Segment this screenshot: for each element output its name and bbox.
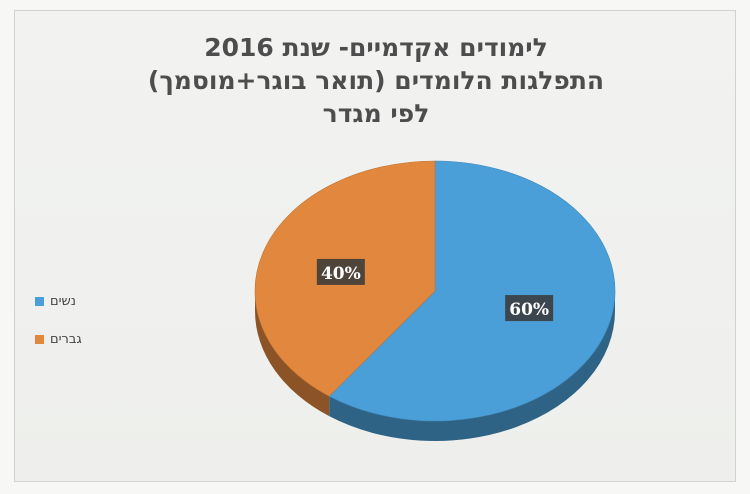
chart-title: לימודים אקדמיים- שנת 2016 התפלגות הלומדי… [15, 31, 737, 130]
data-label-box-0 [505, 295, 554, 322]
pie-slice-0 [328, 160, 616, 422]
data-label-0: 60% [505, 295, 554, 322]
legend-label-women: נשים [50, 293, 76, 309]
data-label-box-1 [316, 258, 365, 285]
chart-title-line-3: לפי מגדר [322, 99, 430, 128]
data-label-1: 40% [316, 258, 365, 285]
legend-item-men: גברים [35, 329, 82, 349]
legend: נשים גברים [35, 291, 82, 367]
chart-frame: לימודים אקדמיים- שנת 2016 התפלגות הלומדי… [14, 10, 736, 482]
legend-label-men: גברים [50, 331, 82, 347]
chart-title-line-2: התפלגות הלומדים (תואר בוגר+מוסמך) [147, 66, 605, 95]
data-label-text-0: 60% [509, 300, 549, 320]
legend-swatch-women [35, 296, 44, 306]
legend-swatch-men [35, 334, 44, 344]
pie-slice-side-1 [255, 291, 330, 417]
chart-title-line-1: לימודים אקדמיים- שנת 2016 [204, 33, 548, 62]
data-label-text-1: 40% [321, 264, 361, 284]
legend-item-women: נשים [35, 291, 82, 311]
pie-chart: 60% 40% [254, 160, 616, 441]
pie-slice-side-0 [329, 291, 615, 441]
